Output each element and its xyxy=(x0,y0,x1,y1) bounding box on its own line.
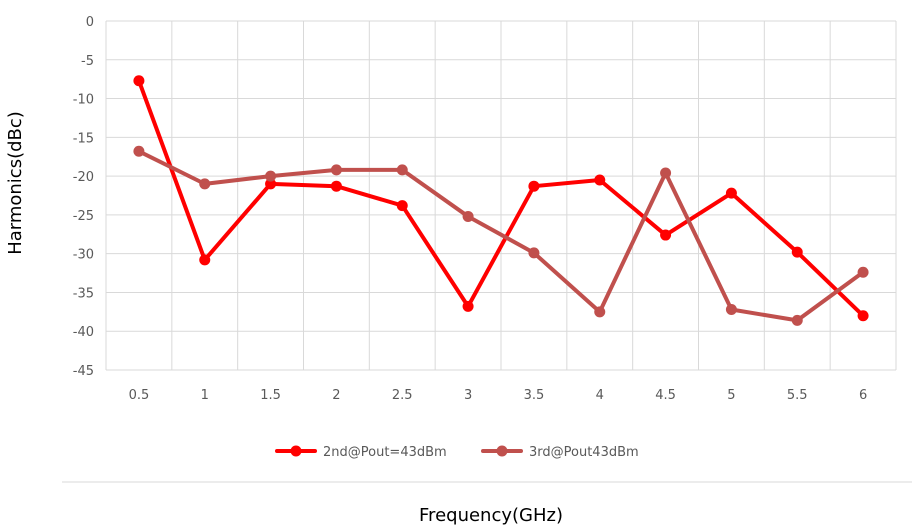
data-point xyxy=(857,310,869,322)
y-tick-label: -25 xyxy=(73,209,94,224)
x-tick-label: 3 xyxy=(464,388,472,403)
x-tick-label: 2.5 xyxy=(392,388,413,403)
data-point xyxy=(528,180,540,192)
data-point xyxy=(133,75,145,87)
data-point xyxy=(660,229,672,241)
data-point xyxy=(330,180,342,192)
y-tick-label: -30 xyxy=(73,248,94,263)
data-point xyxy=(660,167,672,179)
data-point xyxy=(396,200,408,212)
legend-label-1: 2nd@Pout=43dBm xyxy=(323,445,447,460)
series-line-1 xyxy=(136,78,866,318)
data-point xyxy=(528,247,540,259)
y-tick-label: -20 xyxy=(73,170,94,185)
data-point xyxy=(594,174,606,186)
series-line-2 xyxy=(136,149,866,323)
x-tick-label: 5 xyxy=(727,388,735,403)
data-point xyxy=(462,210,474,222)
data-point xyxy=(330,164,342,176)
data-point xyxy=(791,314,803,326)
data-point xyxy=(725,304,737,316)
data-point xyxy=(791,246,803,258)
data-point xyxy=(133,145,145,157)
data-point xyxy=(725,187,737,199)
x-tick-label: 0.5 xyxy=(129,388,150,403)
y-tick-label: -35 xyxy=(73,286,94,301)
x-tick-label: 1 xyxy=(201,388,209,403)
data-point xyxy=(265,170,277,182)
data-point xyxy=(265,178,277,190)
data-point xyxy=(199,254,211,266)
data-point xyxy=(396,164,408,176)
legend: 2nd@Pout=43dBm 3rd@Pout43dBm xyxy=(275,445,639,460)
y-tick-label: -40 xyxy=(73,325,94,340)
y-tick-label: -15 xyxy=(73,131,94,146)
y-tick-label: -45 xyxy=(73,364,94,379)
x-tick-label: 5.5 xyxy=(787,388,808,403)
x-tick-label: 6 xyxy=(859,388,867,403)
data-point xyxy=(594,306,606,318)
legend-marker-2 xyxy=(496,445,508,457)
x-tick-labels: 0.5 1 1.5 2 2.5 3 3.5 4 4.5 5 5.5 6 xyxy=(129,388,868,403)
x-tick-label: 3.5 xyxy=(524,388,545,403)
x-tick-label: 2 xyxy=(332,388,340,403)
x-tick-label: 1.5 xyxy=(260,388,281,403)
data-point xyxy=(199,178,211,190)
legend-marker-1 xyxy=(290,445,302,457)
grid xyxy=(105,20,897,371)
data-point xyxy=(857,266,869,278)
y-tick-label: -10 xyxy=(73,93,94,108)
y-tick-label: -5 xyxy=(81,54,94,69)
x-tick-label: 4.5 xyxy=(655,388,676,403)
y-tick-labels: 0 -5 -10 -15 -20 -25 -30 -35 -40 -45 xyxy=(73,15,94,379)
data-point xyxy=(462,300,474,312)
legend-label-2: 3rd@Pout43dBm xyxy=(529,445,639,460)
series-lines xyxy=(133,75,869,326)
x-axis-title: Frequency(GHz) xyxy=(419,505,563,526)
x-tick-label: 4 xyxy=(596,388,604,403)
y-tick-label: 0 xyxy=(86,15,94,30)
y-axis-title: Harmonics(dBc) xyxy=(5,111,26,255)
